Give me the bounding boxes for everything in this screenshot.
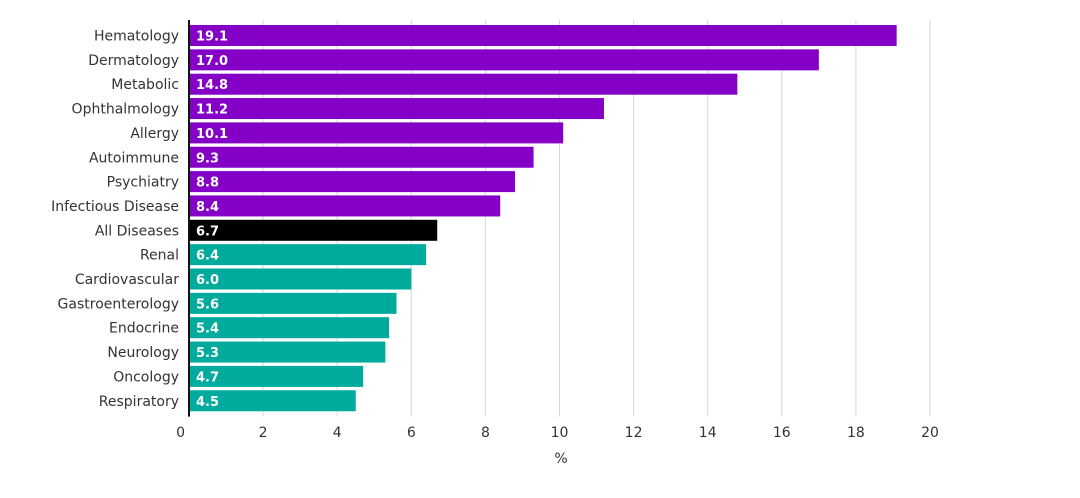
x-tick-label: 8 bbox=[481, 425, 490, 441]
bar-value-label: 5.3 bbox=[196, 346, 219, 361]
x-tick-label: 10 bbox=[551, 425, 569, 441]
bars bbox=[189, 25, 897, 412]
bar-value-label: 9.3 bbox=[196, 151, 219, 166]
bar bbox=[189, 292, 397, 314]
bar-value-label: 14.8 bbox=[196, 78, 228, 93]
bar-value-label: 8.4 bbox=[196, 200, 219, 215]
category-label: Respiratory bbox=[99, 394, 179, 410]
bar bbox=[189, 219, 438, 241]
category-label: Cardiovascular bbox=[75, 272, 179, 288]
category-label: Dermatology bbox=[88, 53, 179, 69]
bar bbox=[189, 25, 897, 46]
bar bbox=[189, 365, 364, 387]
value-labels: 19.1 17.0 14.8 11.2 10.1 9.3 8.8 8.4 6.7 6.4 6.0 5.… bbox=[196, 30, 228, 410]
bar bbox=[189, 390, 356, 412]
bar-value-label: 6.0 bbox=[196, 273, 219, 288]
category-label: Ophthalmology bbox=[72, 102, 179, 118]
category-label: Psychiatry bbox=[107, 175, 179, 191]
bar-value-label: 6.7 bbox=[196, 224, 219, 239]
bar-value-label: 19.1 bbox=[196, 30, 228, 45]
x-tick-labels: 0 2 4 6 8 10 12 14 16 18 20 bbox=[176, 425, 939, 441]
category-label: Autoimmune bbox=[89, 150, 179, 166]
bar-value-label: 4.5 bbox=[196, 395, 219, 410]
bar-value-label: 5.4 bbox=[196, 322, 219, 337]
category-label: Allergy bbox=[130, 126, 179, 142]
x-tick-label: 16 bbox=[773, 425, 791, 441]
x-tick-label: 12 bbox=[625, 425, 643, 441]
bar bbox=[189, 122, 564, 144]
bar bbox=[189, 98, 604, 120]
category-label: Gastroenterology bbox=[58, 296, 179, 312]
bar-value-label: 6.4 bbox=[196, 249, 219, 264]
bar bbox=[189, 341, 386, 363]
x-tick-label: 6 bbox=[407, 425, 416, 441]
category-label: Infectious Disease bbox=[51, 199, 179, 215]
category-label: Renal bbox=[140, 248, 179, 264]
bar-value-label: 8.8 bbox=[196, 176, 219, 191]
bar bbox=[189, 171, 516, 193]
bar bbox=[189, 146, 534, 168]
category-label: Metabolic bbox=[111, 77, 179, 93]
category-label: Neurology bbox=[107, 345, 179, 361]
bar bbox=[189, 195, 501, 217]
bar bbox=[189, 73, 738, 95]
bar-value-label: 4.7 bbox=[196, 370, 219, 385]
bar bbox=[189, 268, 412, 290]
bar bbox=[189, 49, 819, 71]
x-tick-label: 4 bbox=[333, 425, 342, 441]
x-tick-label: 14 bbox=[699, 425, 717, 441]
x-tick-label: 20 bbox=[921, 425, 939, 441]
bar-value-label: 10.1 bbox=[196, 127, 228, 142]
x-tick-label: 18 bbox=[847, 425, 865, 441]
x-tick-label: 0 bbox=[176, 425, 185, 441]
category-label: Endocrine bbox=[109, 321, 179, 337]
bar-value-label: 11.2 bbox=[196, 103, 228, 118]
bar bbox=[189, 317, 390, 339]
category-label: Oncology bbox=[113, 369, 179, 385]
x-axis-title: % bbox=[554, 451, 567, 467]
category-labels: Hematology Dermatology Metabolic Ophthalmol… bbox=[51, 29, 179, 410]
category-label: Hematology bbox=[94, 29, 179, 45]
category-label: All Diseases bbox=[95, 223, 179, 239]
x-tick-label: 2 bbox=[259, 425, 268, 441]
bar-value-label: 5.6 bbox=[196, 297, 219, 312]
bar-value-label: 17.0 bbox=[196, 54, 228, 69]
bar bbox=[189, 244, 427, 266]
